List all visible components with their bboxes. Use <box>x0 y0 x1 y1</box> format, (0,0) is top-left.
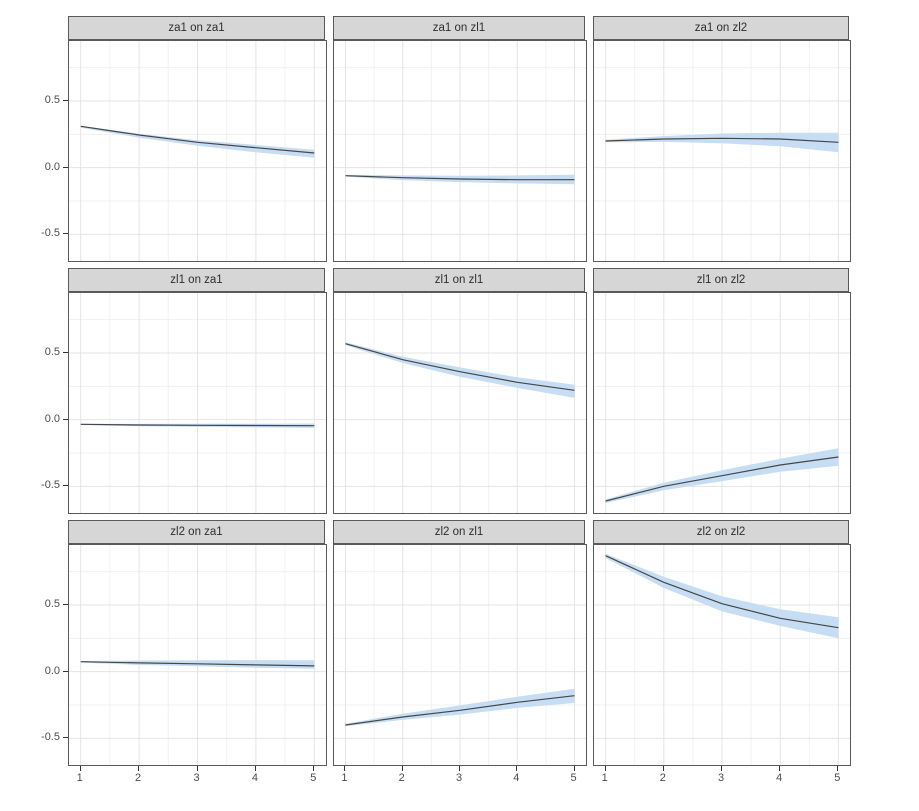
x-tick-mark <box>573 766 575 771</box>
facet-panel <box>68 544 327 766</box>
response-line <box>345 175 575 181</box>
x-tick-mark <box>662 766 664 771</box>
y-tick-mark <box>63 670 68 672</box>
facet-strip: zl1 on zl1 <box>333 268 585 292</box>
x-tick-label: 3 <box>455 772 463 784</box>
x-tick-mark <box>138 766 140 771</box>
response-line <box>80 661 315 667</box>
facet-title: za1 on za1 <box>168 22 225 34</box>
y-tick-mark <box>63 418 68 420</box>
x-tick-label: 4 <box>776 772 783 784</box>
facet-panel <box>68 40 327 262</box>
x-tick-label: 5 <box>570 772 577 784</box>
x-tick-mark <box>604 766 606 771</box>
x-tick-mark <box>344 766 346 771</box>
x-tick-label: 1 <box>601 772 608 784</box>
facet-strip: zl1 on zl2 <box>593 268 849 292</box>
response-line <box>345 695 575 726</box>
facet-strip: za1 on zl2 <box>593 16 849 40</box>
facet-title: za1 on zl1 <box>432 22 486 34</box>
y-tick-mark <box>63 100 68 101</box>
facet-strip: zl2 on za1 <box>68 520 325 544</box>
x-tick-label: 5 <box>310 772 317 784</box>
x-tick-label: 4 <box>513 772 520 784</box>
facet-title: zl1 on zl1 <box>434 274 484 286</box>
facet-panel <box>333 292 587 514</box>
facet-strip: za1 on za1 <box>68 16 325 40</box>
x-tick-mark <box>837 766 839 771</box>
y-tick-label: 0.0 <box>44 412 60 425</box>
y-tick-label: 0.5 <box>44 346 60 358</box>
x-tick-label: 2 <box>398 772 405 784</box>
x-tick-label: 2 <box>135 772 142 784</box>
facet-panel <box>593 544 851 766</box>
response-line <box>345 343 575 391</box>
y-tick-mark <box>63 166 68 168</box>
facet-panel <box>593 40 851 262</box>
facet-title: za1 on zl2 <box>694 22 748 34</box>
y-tick-label: 0.5 <box>44 94 60 106</box>
response-line <box>605 456 839 502</box>
y-tick-label: -0.5 <box>41 731 60 744</box>
x-tick-label: 5 <box>834 772 841 784</box>
facet-panel <box>68 292 327 514</box>
facet-strip: zl2 on zl2 <box>593 520 849 544</box>
y-tick-label: 0.5 <box>44 598 60 610</box>
x-tick-mark <box>254 766 256 771</box>
response-line <box>605 555 839 629</box>
x-tick-mark <box>459 766 460 771</box>
x-tick-label: 3 <box>193 772 200 784</box>
facet-panel <box>593 292 851 514</box>
y-tick-mark <box>63 233 68 235</box>
facet-panel <box>333 544 587 766</box>
x-tick-label: 3 <box>717 772 725 784</box>
y-tick-label: 0.0 <box>44 664 60 677</box>
response-line <box>80 125 315 154</box>
facet-strip: zl2 on zl1 <box>333 520 585 544</box>
facet-title: zl2 on zl1 <box>434 526 484 538</box>
facet-strip: za1 on zl1 <box>333 16 585 40</box>
x-tick-mark <box>401 766 403 771</box>
facet-title: zl2 on za1 <box>170 526 223 538</box>
x-tick-mark <box>196 766 198 771</box>
facet-title: zl2 on zl2 <box>696 526 746 538</box>
response-line <box>80 423 315 427</box>
response-line <box>605 137 839 143</box>
y-tick-label: -0.5 <box>41 227 60 240</box>
confidence-ribbon <box>605 132 839 153</box>
y-tick-mark <box>63 485 68 487</box>
x-tick-label: 1 <box>341 772 348 784</box>
confidence-ribbon <box>605 553 839 639</box>
x-tick-label: 1 <box>76 772 83 784</box>
y-tick-mark <box>63 352 68 353</box>
facet-panel <box>333 40 587 262</box>
y-tick-label: -0.5 <box>41 479 60 492</box>
confidence-ribbon <box>345 342 575 398</box>
x-tick-mark <box>779 766 781 771</box>
x-tick-mark <box>721 766 722 771</box>
facet-title: zl1 on za1 <box>170 274 223 286</box>
x-tick-mark <box>516 766 518 771</box>
x-tick-mark <box>313 766 315 771</box>
x-tick-label: 2 <box>659 772 666 784</box>
facet-strip: zl1 on za1 <box>68 268 325 292</box>
y-tick-label: 0.0 <box>44 160 60 173</box>
facet-title: zl1 on zl2 <box>696 274 746 286</box>
x-tick-label: 4 <box>251 772 258 784</box>
y-tick-mark <box>63 604 68 605</box>
x-tick-mark <box>79 766 81 771</box>
y-tick-mark <box>63 737 68 739</box>
